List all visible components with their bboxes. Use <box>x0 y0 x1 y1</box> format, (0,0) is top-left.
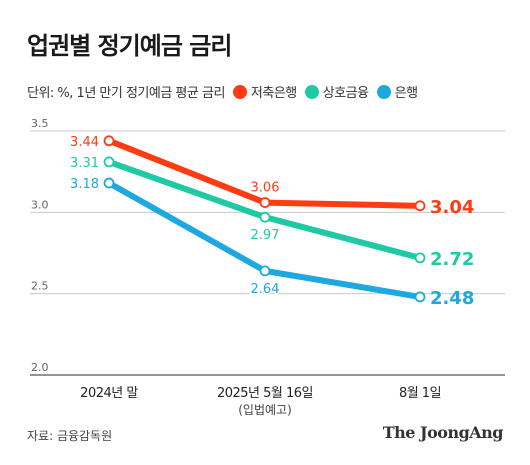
series-line <box>106 137 423 209</box>
data-label: 2.48 <box>430 288 474 309</box>
data-point <box>259 211 271 223</box>
legend-dot-mutual-finance <box>304 84 319 99</box>
data-label: 3.18 <box>70 177 99 192</box>
x-tick-label: 2025년 5월 16일 <box>217 386 313 401</box>
data-point <box>103 156 115 168</box>
brand-logo: The JoongAng <box>382 423 504 442</box>
legend-label-mutual-finance: 상호금융 <box>322 86 369 101</box>
data-label: 3.04 <box>430 197 474 218</box>
legend: 단위: %, 1년 만기 정기예금 평균 금리 저축은행 상호금융 은행 <box>27 82 517 101</box>
legend-item-bank: 은행 <box>376 82 418 101</box>
source-note: 자료: 금융감독원 <box>27 429 113 443</box>
y-tick-label: 2.5 <box>31 280 49 293</box>
legend-dot-bank <box>376 84 391 99</box>
x-tick-sublabel: (입법예고) <box>238 403 292 417</box>
data-point <box>414 200 426 212</box>
legend-label-savings-bank: 저축은행 <box>250 86 297 101</box>
y-tick-label: 3.5 <box>31 117 49 130</box>
data-point <box>414 291 426 303</box>
data-label: 2.72 <box>430 249 474 270</box>
data-point <box>259 265 271 277</box>
data-point <box>103 135 115 147</box>
data-label: 3.06 <box>251 181 280 196</box>
unit-note: 단위: %, 1년 만기 정기예금 평균 금리 <box>27 86 225 101</box>
y-tick-label: 2.0 <box>31 361 49 374</box>
data-point <box>259 197 271 208</box>
data-point <box>103 177 115 189</box>
chart-title: 업권별 정기예금 금리 <box>27 32 232 60</box>
data-label: 3.31 <box>70 156 99 171</box>
legend-item-mutual-finance: 상호금융 <box>304 82 369 101</box>
legend-label-bank: 은행 <box>394 86 418 101</box>
data-point <box>414 252 426 264</box>
legend-item-savings-bank: 저축은행 <box>232 82 297 101</box>
x-tick-label: 2024년 말 <box>80 386 138 401</box>
data-label: 2.64 <box>251 282 280 297</box>
x-tick-label: 8월 1일 <box>399 386 441 401</box>
data-label: 3.44 <box>70 135 99 150</box>
legend-dot-savings-bank <box>232 84 247 99</box>
data-label: 2.97 <box>251 228 280 243</box>
y-tick-label: 3.0 <box>31 198 49 211</box>
